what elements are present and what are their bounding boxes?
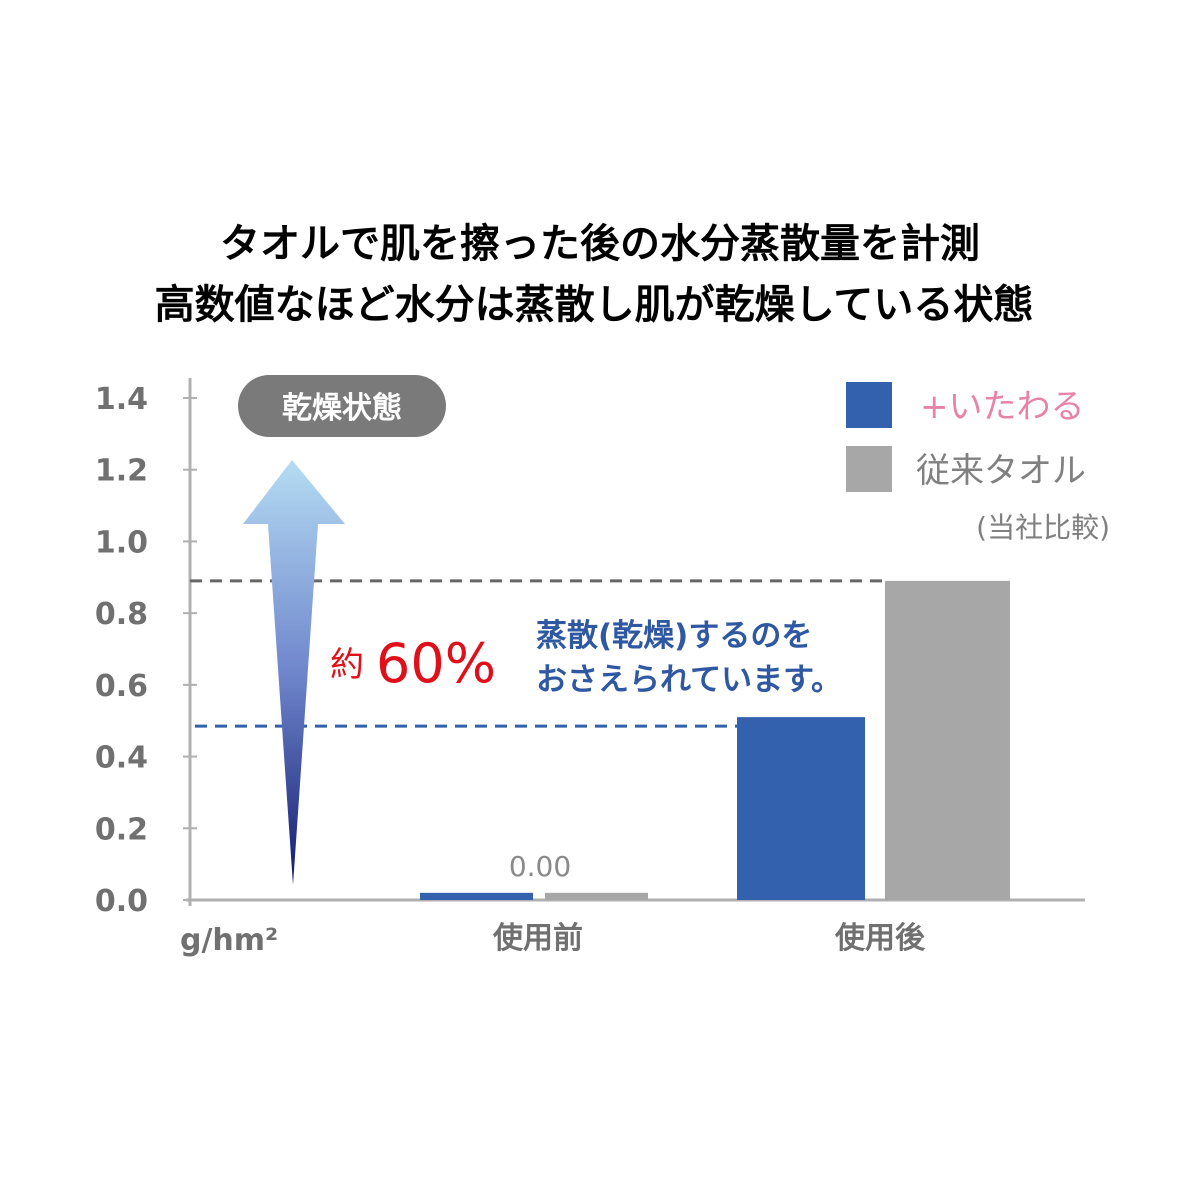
- y-tick-label: 0.2: [95, 812, 148, 847]
- y-tick-label: 1.4: [95, 382, 148, 417]
- bar-0-1: [545, 892, 648, 900]
- legend-swatch-0: [846, 382, 892, 428]
- legend-note: (当社比較): [976, 511, 1110, 544]
- bar-1-0: [737, 717, 865, 900]
- y-tick-label: 1.0: [95, 525, 148, 560]
- reduction-value: 60%: [376, 632, 496, 695]
- y-axis-unit: g/hm²: [180, 923, 278, 958]
- bar-0-0: [420, 892, 533, 900]
- chart-title-line-1: タオルで肌を擦った後の水分蒸散量を計測: [220, 221, 980, 267]
- dryness-badge: [238, 375, 446, 437]
- category-label-0: 使用前: [492, 921, 583, 956]
- bar-1-1: [885, 580, 1010, 900]
- message-line-2: おさえられています。: [536, 662, 842, 698]
- data-label-before: 0.00: [509, 850, 571, 883]
- legend-label-0: +いたわる: [920, 387, 1085, 427]
- reduction-prefix: 約: [330, 645, 364, 685]
- y-tick-label: 0.0: [95, 884, 148, 919]
- y-tick-label: 0.8: [95, 597, 148, 632]
- legend-swatch-1: [846, 446, 892, 492]
- message-line-1: 蒸散(乾燥)するのを: [536, 618, 812, 654]
- y-tick-label: 0.4: [95, 741, 148, 776]
- y-tick-label: 1.2: [95, 454, 148, 489]
- dryness-arrow-icon: [243, 460, 345, 885]
- category-label-1: 使用後: [834, 921, 926, 956]
- y-tick-label: 0.6: [95, 669, 148, 704]
- dryness-badge-label: 乾燥状態: [282, 391, 402, 426]
- legend-label-1: 従来タオル: [916, 451, 1086, 491]
- chart-title-line-2: 高数値なほど水分は蒸散し肌が乾燥している状態: [155, 282, 1034, 328]
